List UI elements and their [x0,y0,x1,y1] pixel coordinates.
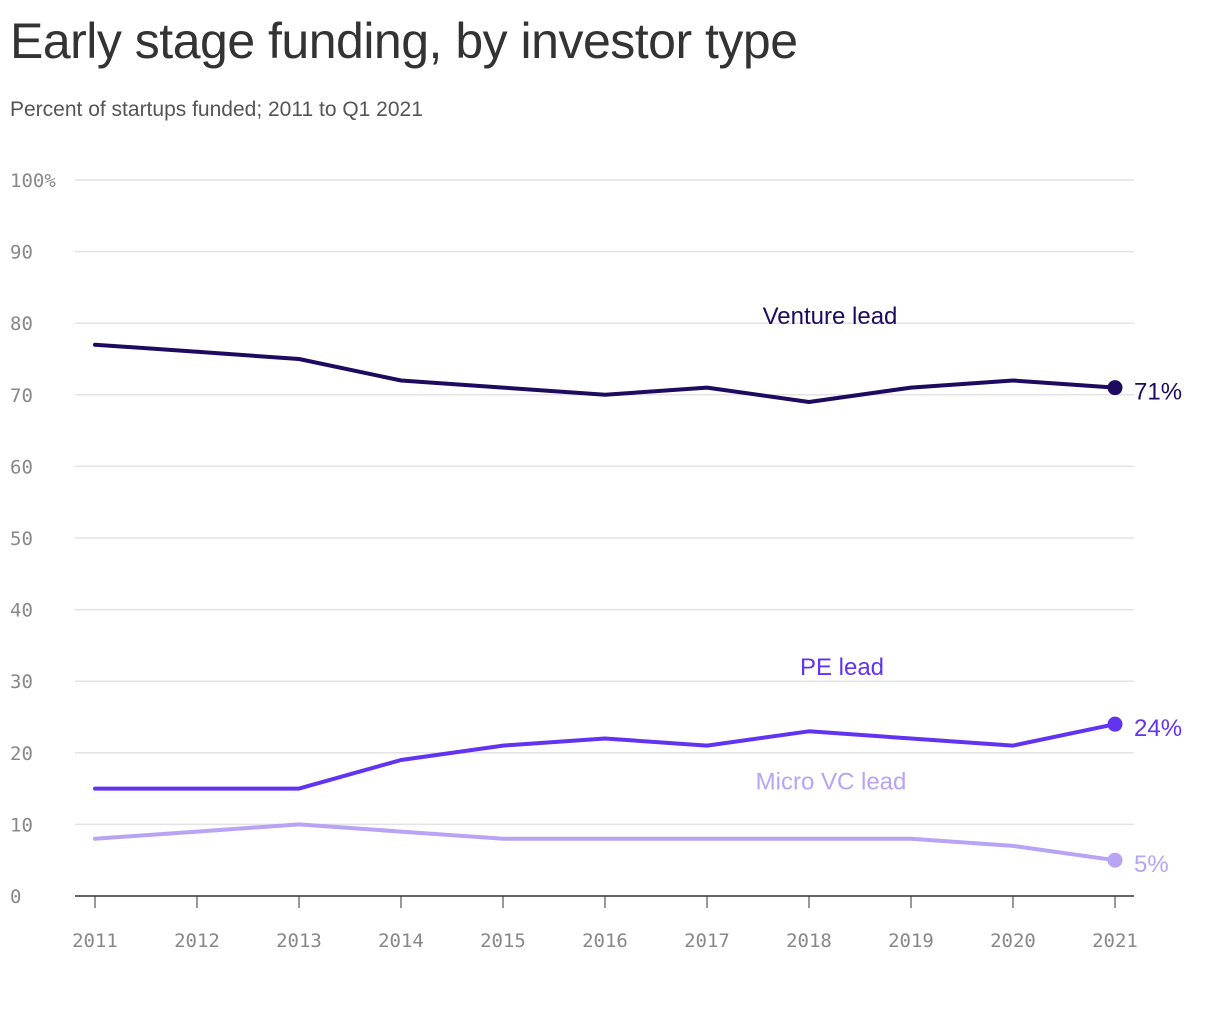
y-tick-label-30: 30 [10,671,33,693]
x-tick-label-2013: 2013 [276,930,322,952]
series-line-venture-lead [93,342,1117,404]
x-tick-label-2015: 2015 [480,930,526,952]
chart-subtitle: Percent of startups funded; 2011 to Q1 2… [10,98,423,121]
series-label-micro-vc-lead: Micro VC lead [756,769,907,796]
y-tick-label-0: 0 [10,886,21,908]
end-label-micro-vc-lead: 5% [1134,851,1169,878]
y-tick-label-70: 70 [10,385,33,407]
y-tick-label-10: 10 [10,814,33,836]
x-tick-label-2017: 2017 [684,930,730,952]
y-tick-label-90: 90 [10,242,33,264]
end-marker-micro-vc-lead [1107,852,1123,868]
x-tick-label-2020: 2020 [990,930,1036,952]
y-tick-label-60: 60 [10,456,33,478]
series-line-pe-lead [93,722,1117,791]
x-tick-label-2019: 2019 [888,930,934,952]
x-tick-label-2016: 2016 [582,930,628,952]
end-label-pe-lead: 24% [1134,715,1182,742]
end-marker-pe-lead [1107,716,1123,732]
x-tick-label-2021: 2021 [1092,930,1138,952]
y-tick-label-20: 20 [10,743,33,765]
y-tick-label-40: 40 [10,600,33,622]
series-line-micro-vc-lead [93,822,1117,863]
y-tick-label-80: 80 [10,313,33,335]
x-tick-label-2012: 2012 [174,930,220,952]
y-tick-label-50: 50 [10,528,33,550]
series-label-pe-lead: PE lead [800,654,884,681]
x-tick-label-2011: 2011 [72,930,118,952]
end-label-venture-lead: 71% [1134,379,1182,406]
y-tick-label-100: 100% [10,170,56,192]
end-marker-venture-lead [1107,380,1123,396]
x-tick-label-2014: 2014 [378,930,424,952]
x-tick-label-2018: 2018 [786,930,832,952]
series-label-venture-lead: Venture lead [763,303,898,330]
chart-title: Early stage funding, by investor type [10,13,798,69]
